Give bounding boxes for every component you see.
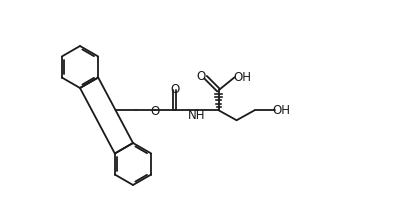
Text: O: O <box>170 83 179 96</box>
Text: OH: OH <box>273 104 290 117</box>
Text: O: O <box>196 70 205 83</box>
Text: OH: OH <box>234 71 251 84</box>
Text: O: O <box>150 105 159 118</box>
Text: NH: NH <box>188 109 205 122</box>
